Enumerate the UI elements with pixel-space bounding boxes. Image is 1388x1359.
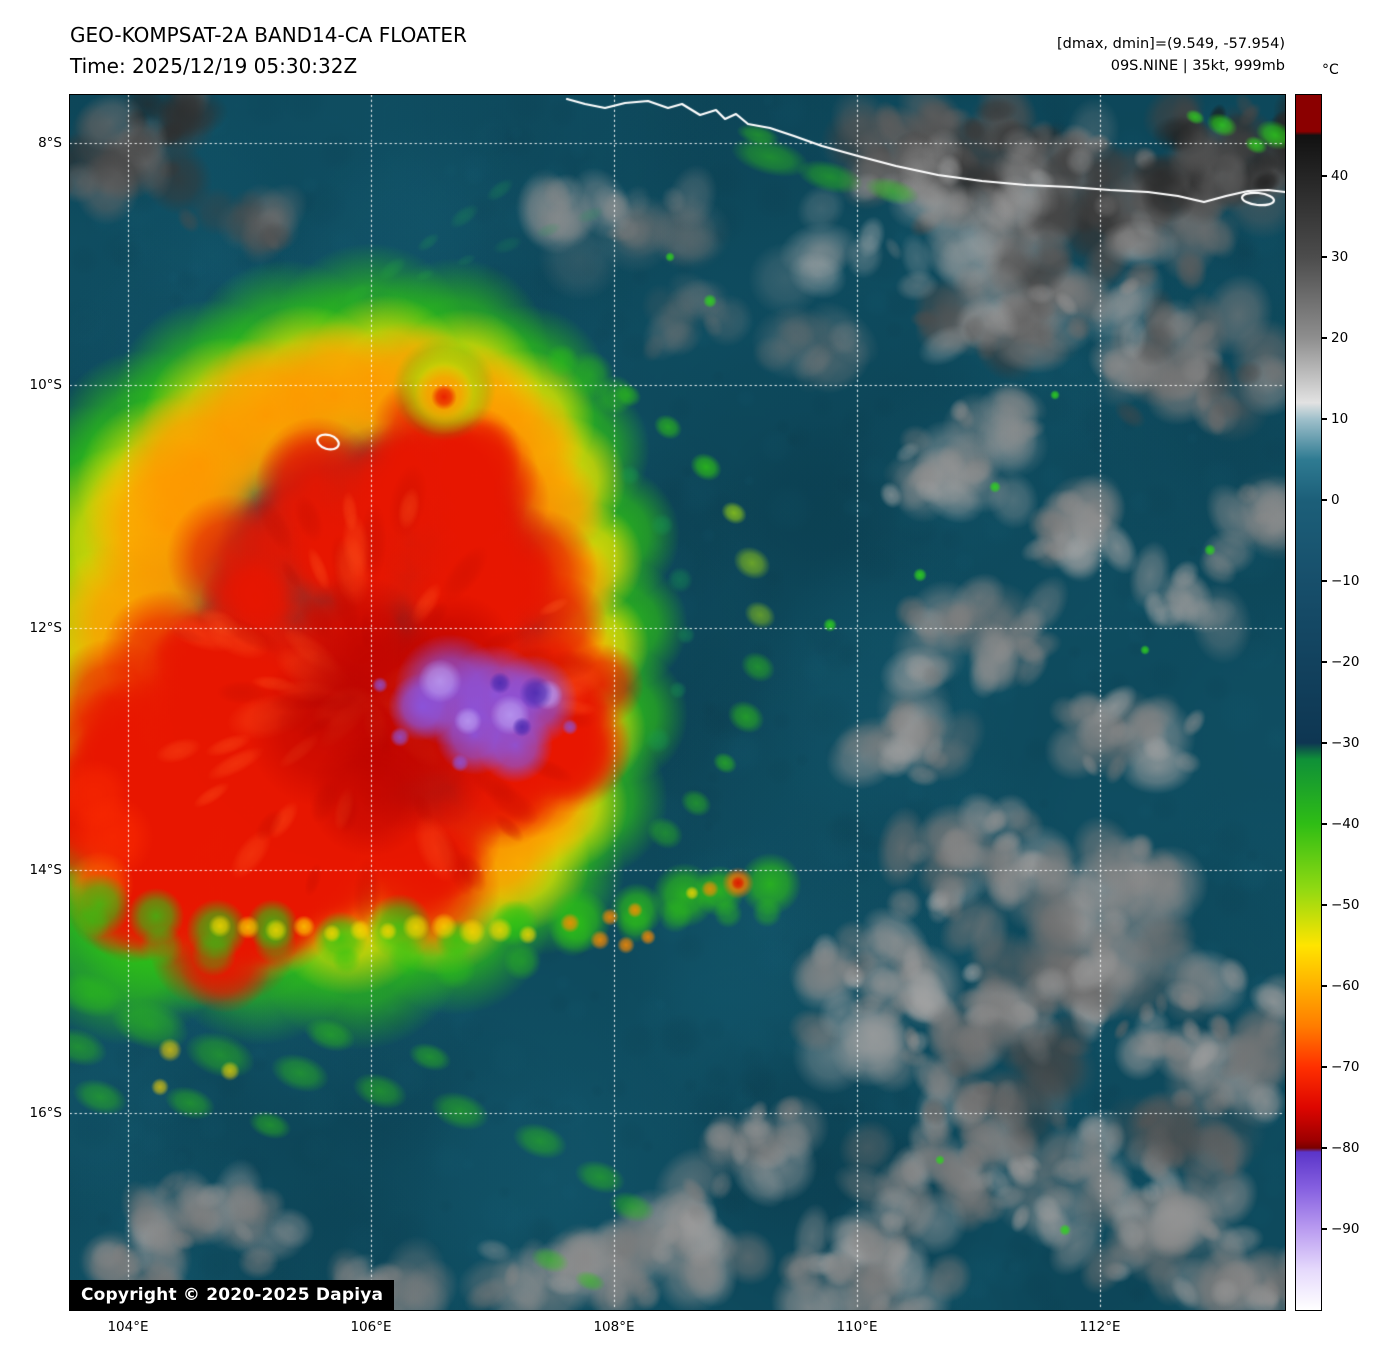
colorbar-tick-label: 40 — [1331, 168, 1349, 184]
timestamp: Time: 2025/12/19 05:30:32Z — [70, 54, 358, 78]
colorbar-tick-label: −30 — [1331, 735, 1360, 751]
colorbar-tick-mark — [1322, 823, 1327, 825]
colorbar-tick: −10 — [1322, 572, 1360, 590]
lat-tick-label: 8°S — [38, 135, 62, 151]
colorbar-tick: 0 — [1322, 491, 1340, 509]
colorbar-tick: −30 — [1322, 734, 1360, 752]
colorbar-tick: 10 — [1322, 410, 1348, 428]
colorbar-tick-mark — [1322, 256, 1327, 258]
header-info-block: [dmax, dmin]=(9.549, -57.954) 09S.NINE |… — [1057, 33, 1285, 77]
colorbar-tick: −20 — [1322, 653, 1360, 671]
copyright-badge: Copyright © 2020-2025 Dapiya — [70, 1280, 395, 1310]
storm-readout: 09S.NINE | 35kt, 999mb — [1110, 58, 1285, 74]
colorbar-tick-label: −20 — [1331, 654, 1360, 670]
colorbar-tick: −60 — [1322, 977, 1360, 995]
colorbar-tick-label: 10 — [1331, 411, 1349, 427]
colorbar-tick: −70 — [1322, 1058, 1360, 1076]
colorbar-tick-label: 20 — [1331, 330, 1349, 346]
colorbar-tick-mark — [1322, 985, 1327, 987]
colorbar-tick-mark — [1322, 175, 1327, 177]
colorbar-tick: −90 — [1322, 1220, 1360, 1238]
colorbar-tick-mark — [1322, 499, 1327, 501]
colorbar-tick: 30 — [1322, 248, 1348, 266]
colorbar-tick-mark — [1322, 1228, 1327, 1230]
colorbar-tick: −80 — [1322, 1139, 1360, 1157]
lat-tick-label: 12°S — [29, 620, 63, 636]
colorbar-unit-label: °C — [1322, 62, 1339, 78]
colorbar-tick-label: 0 — [1331, 492, 1340, 508]
lon-tick-label: 104°E — [107, 1319, 149, 1335]
colorbar-gradient — [1296, 95, 1321, 1310]
colorbar-tick-mark — [1322, 580, 1327, 582]
colorbar-tick-label: −80 — [1331, 1140, 1360, 1156]
colorbar-tick-mark — [1322, 904, 1327, 906]
header-title-block: GEO-KOMPSAT-2A BAND14-CA FLOATER Time: 2… — [70, 20, 467, 82]
colorbar-tick: 40 — [1322, 167, 1348, 185]
colorbar-tick-mark — [1322, 337, 1327, 339]
colorbar-tick-mark — [1322, 1066, 1327, 1068]
lat-tick-label: 16°S — [29, 1105, 63, 1121]
colorbar-tick-label: 30 — [1331, 249, 1349, 265]
lat-tick-label: 14°S — [29, 862, 63, 878]
colorbar-tick-mark — [1322, 661, 1327, 663]
colorbar-tick-mark — [1322, 742, 1327, 744]
colorbar-tick: −40 — [1322, 815, 1360, 833]
range-readout: [dmax, dmin]=(9.549, -57.954) — [1056, 36, 1285, 52]
map-plot-area: Copyright © 2020-2025 Dapiya — [69, 94, 1286, 1311]
colorbar-tick: 20 — [1322, 329, 1348, 347]
colorbar-tick-label: −70 — [1331, 1059, 1360, 1075]
satellite-image — [70, 95, 1285, 1310]
colorbar-tick-label: −90 — [1331, 1221, 1360, 1237]
page-title: GEO-KOMPSAT-2A BAND14-CA FLOATER — [70, 23, 467, 47]
colorbar-tick-mark — [1322, 418, 1327, 420]
lat-tick-label: 10°S — [29, 377, 63, 393]
lon-tick-label: 110°E — [836, 1319, 878, 1335]
colorbar-tick: −50 — [1322, 896, 1360, 914]
colorbar — [1295, 94, 1322, 1311]
lon-tick-label: 108°E — [593, 1319, 635, 1335]
lon-tick-label: 106°E — [350, 1319, 392, 1335]
lon-tick-label: 112°E — [1079, 1319, 1121, 1335]
colorbar-tick-label: −60 — [1331, 978, 1360, 994]
colorbar-tick-label: −40 — [1331, 816, 1360, 832]
colorbar-tick-mark — [1322, 1147, 1327, 1149]
colorbar-tick-label: −50 — [1331, 897, 1360, 913]
colorbar-tick-label: −10 — [1331, 573, 1360, 589]
